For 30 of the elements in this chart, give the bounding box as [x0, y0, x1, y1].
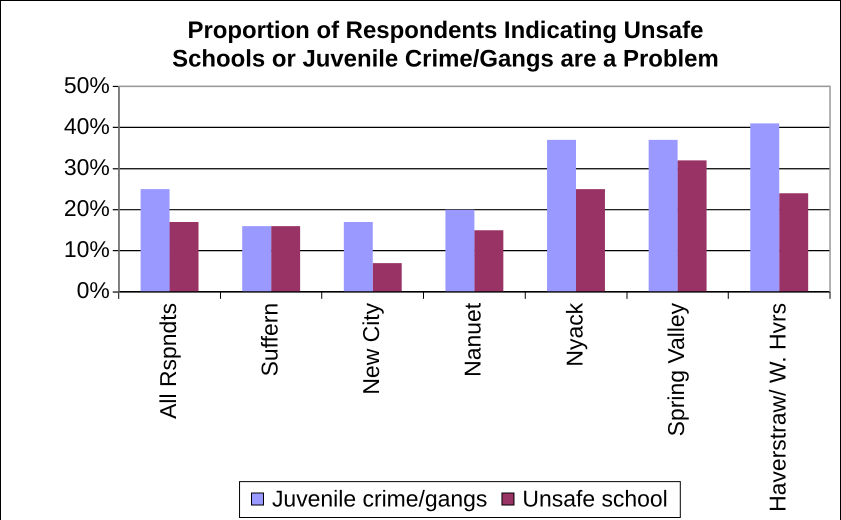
- y-tick-label: 40%: [64, 112, 110, 139]
- bar: [576, 189, 605, 292]
- x-tick-label: Nanuet: [460, 302, 486, 377]
- bar: [779, 193, 808, 292]
- bar: [750, 123, 780, 292]
- bar: [547, 140, 576, 292]
- x-tick-label: Spring Valley: [662, 302, 689, 436]
- chart-title: Proportion of Respondents Indicating Unsafe Schools or Juvenile Crime/Gangs are a Problem: [172, 16, 719, 73]
- x-tick-label: Suffern: [256, 302, 282, 376]
- x-tick-label: Haverstraw/ W. Hvrs: [764, 302, 791, 512]
- y-tick-label: 20%: [64, 195, 110, 222]
- bar: [242, 226, 272, 292]
- x-tick-label: All Rspndts: [154, 302, 181, 419]
- bar: [648, 140, 678, 292]
- bar: [445, 210, 474, 292]
- y-tick-label: 10%: [64, 236, 110, 262]
- bar: [372, 263, 402, 292]
- y-tick-label: 50%: [64, 72, 110, 98]
- y-tick-label: 0%: [76, 277, 110, 304]
- bar: [344, 222, 373, 292]
- x-tick-label: Nyack: [561, 302, 588, 367]
- legend-label: Unsafe school: [522, 485, 668, 512]
- bar: [170, 222, 199, 292]
- bar: [271, 226, 300, 292]
- bar: [678, 160, 707, 292]
- y-tick-label: 30%: [64, 154, 110, 180]
- x-tick-label: New City: [358, 302, 384, 395]
- bar: [140, 189, 170, 292]
- legend-label: Juvenile crime/gangs: [272, 485, 488, 512]
- bar: [474, 230, 504, 292]
